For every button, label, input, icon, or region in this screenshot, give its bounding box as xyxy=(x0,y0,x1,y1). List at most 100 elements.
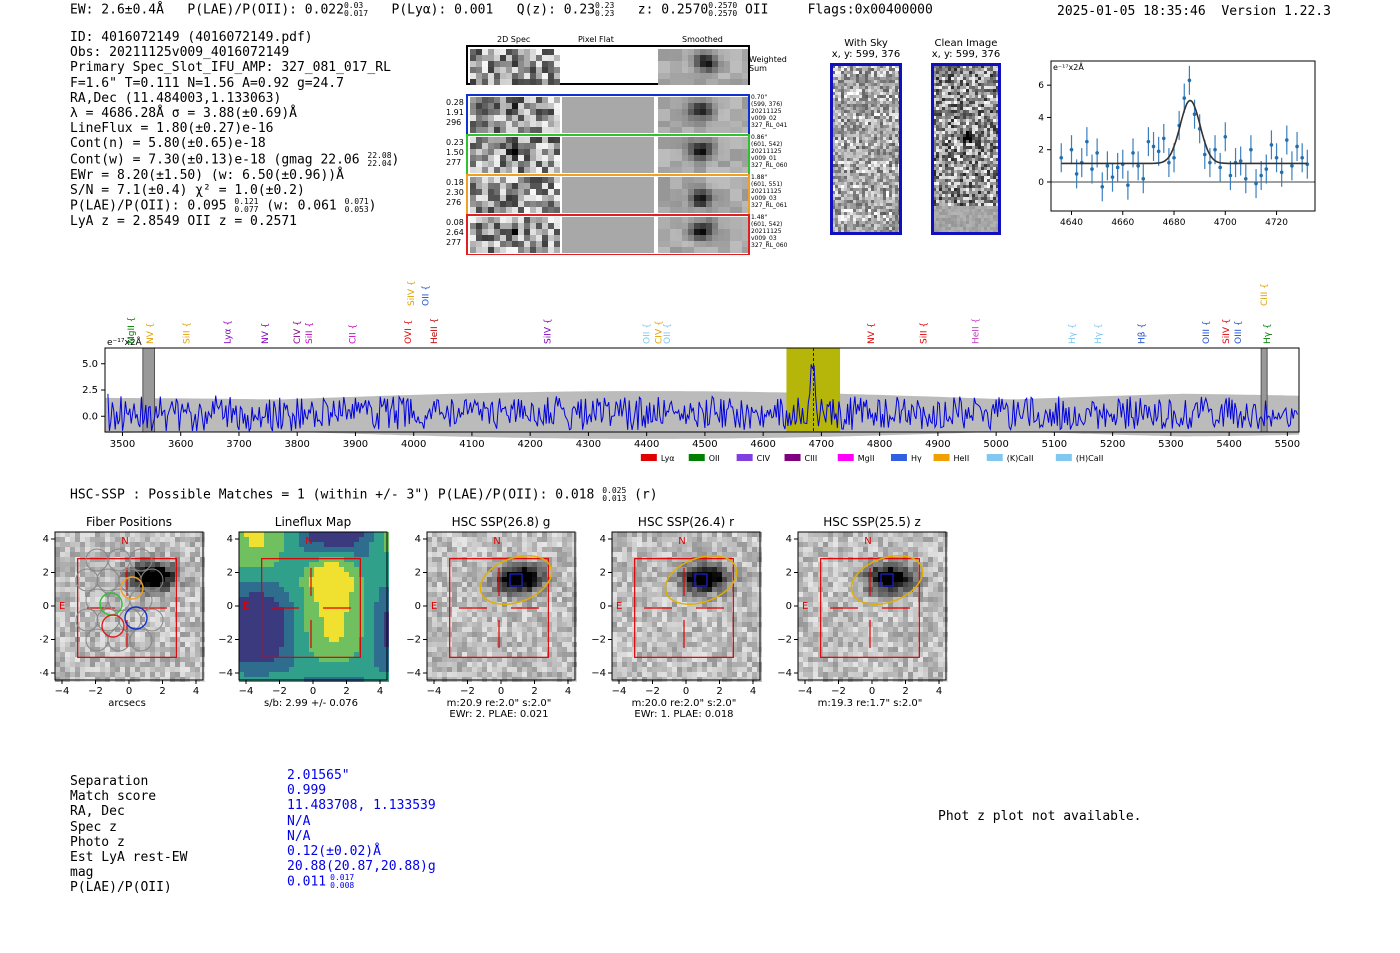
sky-pixel xyxy=(835,179,838,182)
sky-pixel xyxy=(853,86,856,89)
hsc-pixel xyxy=(60,562,65,567)
cutout-pixel xyxy=(682,97,688,103)
sky-pixel xyxy=(871,80,874,83)
sky-pixel xyxy=(874,203,877,206)
sky-pixel xyxy=(981,206,984,209)
spectrum-xtick-label: 4700 xyxy=(809,439,834,450)
cutout-pixel xyxy=(518,103,524,109)
sky-pixel xyxy=(865,101,868,104)
sky-pixel xyxy=(895,134,898,137)
sky-pixel xyxy=(838,74,841,77)
sky-pixel xyxy=(933,143,936,146)
sky-pixel xyxy=(978,95,981,98)
cutout-pixel xyxy=(482,161,488,167)
header-right: 2025-01-05 18:35:46 Version 1.22.3 xyxy=(1057,4,1331,19)
hsc-pixel xyxy=(65,662,70,667)
sky-pixel xyxy=(841,89,844,92)
hsc-pixel xyxy=(175,612,180,617)
cutout-pixel xyxy=(482,223,488,229)
hsc-pixel xyxy=(80,612,85,617)
sky-pixel xyxy=(859,86,862,89)
cutout-pixel xyxy=(530,49,536,55)
lineflux-pixel xyxy=(284,552,289,557)
sky-pixel xyxy=(886,125,889,128)
cutout-pixel xyxy=(536,49,542,55)
sky-pixel xyxy=(895,164,898,167)
lineflux-pixel xyxy=(299,562,304,567)
cutout-pixel xyxy=(500,167,506,173)
hsc-pixel xyxy=(70,547,75,552)
hsc-pixel xyxy=(55,587,60,592)
lineflux-pixel xyxy=(269,557,274,562)
sky-pixel xyxy=(889,185,892,188)
cutout-pixel xyxy=(518,55,524,61)
sky-pixel xyxy=(892,173,895,176)
cutout-pixel xyxy=(742,189,748,195)
sky-pixel xyxy=(868,80,871,83)
line-marker-text: Lyα { xyxy=(223,320,233,344)
fit-point xyxy=(1264,167,1269,171)
cutout-pixel xyxy=(706,241,712,247)
clean-image-title: Clean Image x, y: 599, 376 xyxy=(931,38,1001,60)
cutout-pixel xyxy=(700,73,706,79)
hsc-pixel xyxy=(110,667,115,672)
sky-pixel xyxy=(987,107,990,110)
sky-pixel xyxy=(963,164,966,167)
sky-pixel xyxy=(987,149,990,152)
sky-pixel xyxy=(993,74,996,77)
sky-pixel xyxy=(847,83,850,86)
sky-pixel xyxy=(844,146,847,149)
sky-pixel xyxy=(841,71,844,74)
sky-pixel xyxy=(889,197,892,200)
sky-pixel xyxy=(853,92,856,95)
hsc-pixel xyxy=(100,667,105,672)
sky-pixel xyxy=(880,197,883,200)
cutout-pixel xyxy=(494,149,500,155)
cutout-pixel xyxy=(536,155,542,161)
sky-pixel xyxy=(939,185,942,188)
sky-pixel xyxy=(942,119,945,122)
hsc-pixel xyxy=(145,627,150,632)
hsc-pixel xyxy=(105,592,110,597)
sky-pixel xyxy=(963,137,966,140)
lineflux-pixel xyxy=(334,562,339,567)
hsc-pixel xyxy=(165,532,170,537)
cutout-pixel xyxy=(500,229,506,235)
sky-pixel xyxy=(981,104,984,107)
sky-pixel xyxy=(844,206,847,209)
sky-pixel xyxy=(951,188,954,191)
sky-pixel xyxy=(865,113,868,116)
cutout-pixel xyxy=(694,103,700,109)
cutout-pixel xyxy=(530,229,536,235)
cutout-row-stats: 0.18 2.30 276 xyxy=(446,178,464,207)
sky-pixel xyxy=(844,185,847,188)
sky-pixel xyxy=(987,131,990,134)
sky-pixel xyxy=(877,89,880,92)
sky-pixel xyxy=(939,134,942,137)
sky-pixel xyxy=(886,83,889,86)
cutout-pixel xyxy=(482,61,488,67)
sky-pixel xyxy=(877,200,880,203)
sky-pixel xyxy=(996,161,999,164)
hsc-pixel xyxy=(195,652,200,657)
hsc-pixel xyxy=(105,537,110,542)
cutout-pixel xyxy=(700,109,706,115)
lineflux-pixel xyxy=(334,537,339,542)
hsc-pixel xyxy=(110,572,115,577)
sky-pixel xyxy=(865,227,868,230)
sky-pixel xyxy=(847,65,850,68)
hsc-pixel xyxy=(120,567,125,572)
cutout-pixel xyxy=(676,167,682,173)
sky-pixel xyxy=(993,155,996,158)
sky-pixel xyxy=(942,176,945,179)
sky-pixel xyxy=(895,74,898,77)
fit-point xyxy=(1213,147,1217,152)
sky-pixel xyxy=(966,149,969,152)
sky-pixel xyxy=(838,104,841,107)
sky-pixel xyxy=(933,164,936,167)
hsc-pixel xyxy=(85,627,90,632)
sky-pixel xyxy=(948,170,951,173)
sky-pixel xyxy=(874,86,877,89)
hsc-pixel xyxy=(170,632,175,637)
hsc-pixel xyxy=(160,607,165,612)
